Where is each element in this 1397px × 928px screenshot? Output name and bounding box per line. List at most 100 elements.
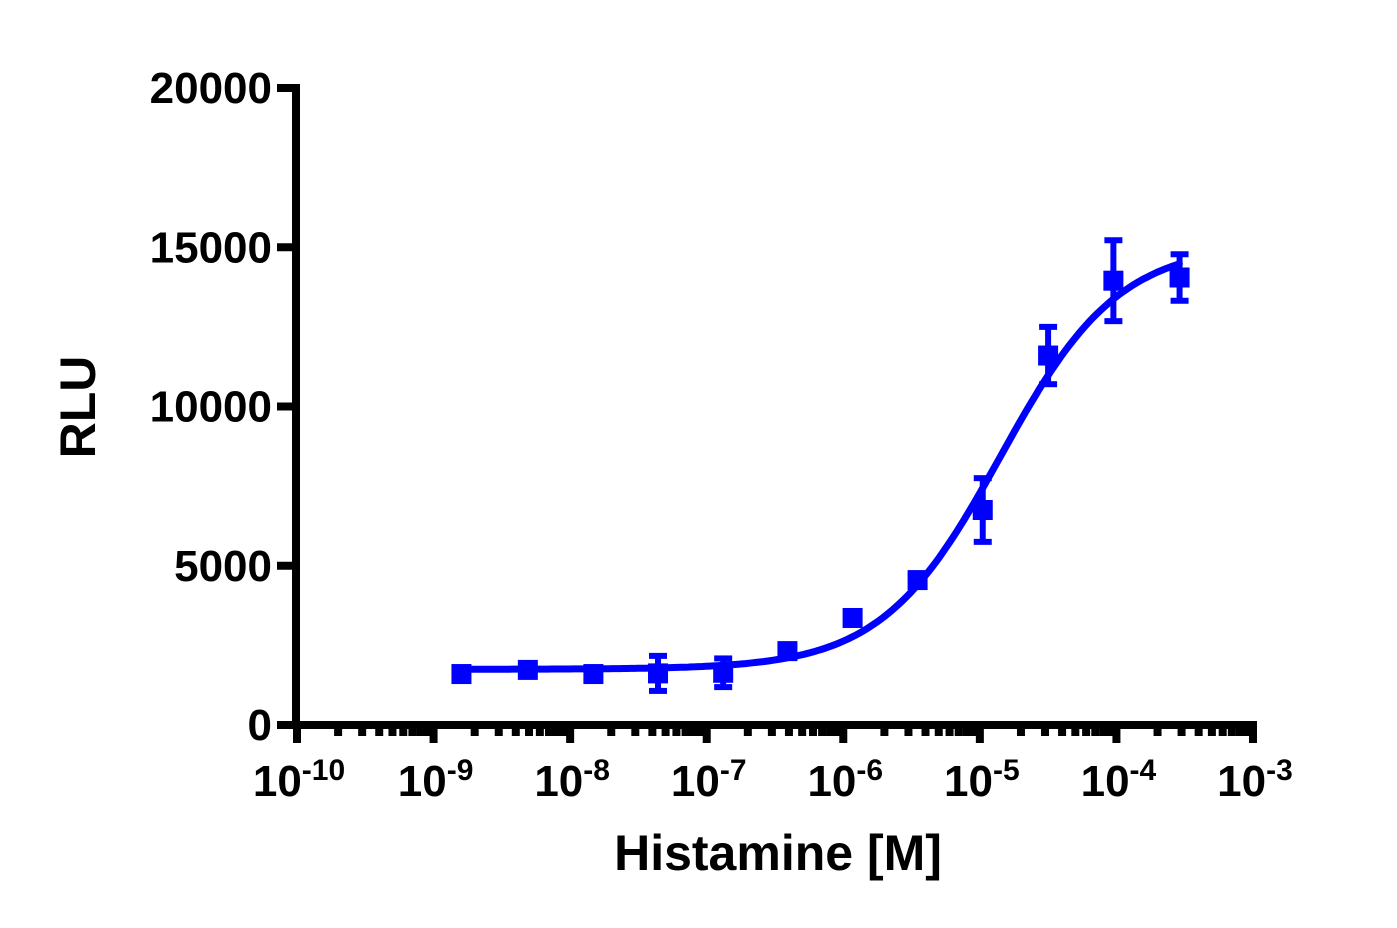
x-minor-tick — [416, 721, 425, 736]
x-minor-tick — [1177, 721, 1186, 736]
data-point — [972, 475, 993, 545]
y-axis-label: RLU — [50, 356, 106, 459]
square-marker — [972, 500, 993, 521]
x-minor-tick — [1194, 721, 1203, 736]
x-minor-tick — [880, 721, 889, 736]
x-minor-tick — [334, 721, 343, 736]
error-cap-top — [1104, 237, 1123, 244]
square-marker — [1169, 267, 1190, 288]
x-major-tick — [839, 721, 848, 743]
x-minor-tick — [1153, 721, 1162, 736]
x-minor-tick — [1041, 721, 1050, 736]
x-major-tick — [566, 721, 575, 743]
x-minor-tick — [423, 721, 432, 736]
x-minor-tick — [1207, 721, 1216, 736]
data-point — [777, 641, 798, 662]
x-minor-tick — [767, 721, 776, 736]
x-minor-tick — [1071, 721, 1080, 736]
x-tick-label: 10-8 — [534, 754, 610, 806]
y-tick — [277, 243, 293, 252]
data-point — [451, 664, 472, 685]
y-tick — [277, 721, 293, 729]
x-minor-tick — [969, 721, 978, 736]
x-minor-tick — [1227, 721, 1236, 736]
x-minor-tick — [921, 721, 930, 736]
sigmoid-fit-line — [458, 260, 1183, 673]
error-cap-bottom — [649, 687, 668, 694]
x-minor-tick — [689, 721, 698, 736]
x-major-tick — [293, 721, 301, 743]
x-major-tick — [1249, 721, 1257, 743]
x-tick-label: 10-7 — [671, 754, 747, 806]
x-minor-tick — [535, 721, 544, 736]
x-minor-tick — [1235, 721, 1244, 736]
x-major-tick — [1112, 721, 1121, 743]
x-tick-label: 10-9 — [398, 754, 474, 806]
x-axis-label: Histamine [M] — [614, 825, 942, 881]
error-cap-top — [973, 475, 992, 482]
x-minor-tick — [388, 721, 397, 736]
x-minor-tick — [962, 721, 971, 736]
square-marker — [842, 607, 863, 628]
x-minor-tick — [607, 721, 616, 736]
x-minor-tick — [1091, 721, 1100, 736]
square-marker — [1038, 345, 1059, 366]
y-tick-label: 15000 — [150, 223, 272, 272]
x-minor-tick — [408, 721, 417, 736]
data-point — [517, 659, 538, 680]
x-minor-tick — [681, 721, 690, 736]
y-tick — [277, 561, 293, 570]
error-cap-top — [714, 655, 733, 662]
x-minor-tick — [511, 721, 520, 736]
x-major-tick — [975, 721, 984, 743]
square-marker — [451, 664, 472, 685]
square-marker — [1103, 270, 1124, 291]
x-minor-tick — [934, 721, 943, 736]
error-cap-bottom — [973, 538, 992, 545]
error-cap-top — [649, 652, 668, 659]
x-minor-tick — [826, 721, 835, 736]
x-tick-label: 10-4 — [1081, 754, 1157, 806]
x-minor-tick — [784, 721, 793, 736]
data-point — [842, 607, 863, 628]
data-point — [1038, 323, 1059, 388]
x-minor-tick — [661, 721, 670, 736]
x-minor-tick — [544, 721, 553, 736]
square-marker — [517, 659, 538, 680]
error-cap-bottom — [1104, 318, 1123, 325]
y-tick — [277, 84, 293, 92]
x-tick-label: 10-5 — [944, 754, 1020, 806]
x-minor-tick — [743, 721, 752, 736]
x-minor-tick — [1242, 721, 1251, 736]
x-minor-tick — [904, 721, 913, 736]
x-minor-tick — [954, 721, 963, 736]
x-minor-tick — [358, 721, 367, 736]
data-point — [1169, 251, 1190, 304]
square-marker — [583, 664, 604, 685]
data-point — [907, 570, 928, 591]
error-cap-top — [1170, 251, 1189, 258]
square-marker — [777, 641, 798, 662]
y-tick-label: 5000 — [174, 542, 272, 591]
x-minor-tick — [1099, 721, 1108, 736]
x-major-tick — [702, 721, 711, 743]
x-axis: 10-10 10-9 10-8 10-7 10-6 10-5 10-4 10-3 — [253, 721, 1293, 806]
x-minor-tick — [399, 721, 408, 736]
x-minor-tick — [1218, 721, 1227, 736]
data-point — [648, 652, 669, 694]
x-tick-label: 10-6 — [807, 754, 883, 806]
y-axis-line — [292, 84, 300, 729]
data-point — [1103, 237, 1124, 325]
square-marker — [907, 570, 928, 591]
x-minor-tick — [552, 721, 561, 736]
x-tick-label: 10-10 — [253, 754, 345, 806]
square-marker — [713, 662, 734, 683]
error-cap-bottom — [1039, 381, 1058, 388]
y-tick-label: 0 — [248, 701, 272, 750]
x-minor-tick — [818, 721, 827, 736]
data-point — [713, 655, 734, 691]
x-minor-tick — [559, 721, 568, 736]
x-major-tick — [429, 721, 438, 743]
x-minor-tick — [648, 721, 657, 736]
